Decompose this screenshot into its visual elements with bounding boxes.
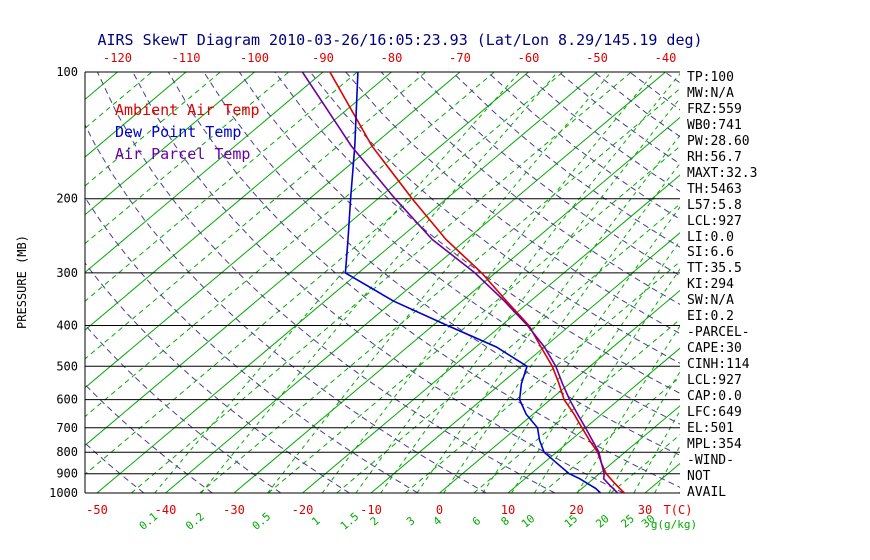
- stat-line: WB0:741: [687, 117, 742, 133]
- stat-line: PW:28.60: [687, 133, 750, 149]
- stat-line: -PARCEL-: [687, 325, 750, 341]
- dry-adiabats: [85, 72, 680, 493]
- stat-line: CAP:0.0: [687, 389, 742, 405]
- mixing-ratio-label: 20: [593, 512, 612, 530]
- temp-top-label: -40: [655, 51, 677, 65]
- stat-line: -WIND-: [687, 452, 734, 468]
- stat-line: LFC:649: [687, 405, 742, 421]
- stat-line: KI:294: [687, 277, 734, 293]
- mixing-ratio-label: 10: [519, 512, 538, 530]
- stat-line: MW:N/A: [687, 85, 734, 101]
- legend-ambient-air-temp: Ambient Air Temp: [115, 101, 260, 119]
- mixing-ratio-label: 25: [618, 512, 637, 530]
- temp-top-label: -50: [586, 51, 608, 65]
- stat-line: RH:56.7: [687, 149, 742, 165]
- pressure-tick-label: 900: [56, 467, 78, 481]
- mixing-ratio-label: 1.5: [338, 510, 362, 533]
- pressure-tick-label: 100: [56, 65, 78, 79]
- stat-line: CINH:114: [687, 357, 750, 373]
- pressure-tick-label: 500: [56, 359, 78, 373]
- temp-bottom-label: 30: [638, 503, 652, 517]
- chart-title: AIRS SkewT Diagram 2010-03-26/16:05:23.9…: [97, 31, 703, 49]
- stat-line: EL:501: [687, 420, 734, 436]
- mixing-ratio-label: 0.2: [183, 510, 207, 533]
- pressure-tick-label: 800: [56, 445, 78, 459]
- pressure-tick-label: 400: [56, 319, 78, 333]
- stat-line: MPL:354: [687, 436, 742, 452]
- temp-axis-unit: T(C): [664, 503, 693, 517]
- stat-line: EI:0.2: [687, 309, 734, 325]
- pressure-tick-label: 1000: [49, 486, 78, 500]
- temp-top-label: -110: [172, 51, 201, 65]
- temp-bottom-label: -20: [292, 503, 314, 517]
- air-parcel-temp-curve: [301, 72, 619, 493]
- legend-air-parcel-temp: Air Parcel Temp: [115, 145, 251, 163]
- stat-line: SI:6.6: [687, 245, 734, 261]
- stat-line: TH:5463: [687, 181, 742, 197]
- legend: Ambient Air Temp Dew Point Temp Air Parc…: [115, 99, 260, 165]
- stat-line: TT:35.5: [687, 261, 742, 277]
- mixing-axis-unit: g(g/kg): [651, 518, 697, 531]
- stat-line: LCL:927: [687, 373, 742, 389]
- temp-bottom-label: 20: [569, 503, 583, 517]
- temp-top-label: -120: [103, 51, 132, 65]
- temp-bottom-label: -30: [223, 503, 245, 517]
- stat-line: L57:5.8: [687, 197, 742, 213]
- stat-line: AVAIL: [687, 484, 727, 500]
- pressure-tick-label: 300: [56, 266, 78, 280]
- stat-line: NOT: [687, 468, 711, 484]
- temp-bottom-label: -50: [86, 503, 108, 517]
- stats-panel: TP:100 MW:N/A FRZ:559 WB0:741 PW:28.60 RH:56.…: [687, 70, 757, 501]
- ambient-air-temp-curve: [329, 72, 625, 493]
- temp-top-label: -100: [240, 51, 269, 65]
- mixing-ratio-label: 6: [470, 514, 483, 528]
- temp-bottom-label: -40: [155, 503, 177, 517]
- mixing-ratio-label: 1: [309, 514, 322, 528]
- pressure-axis-title: PRESSURE (MB): [15, 235, 29, 329]
- stat-line: LI:0.0: [687, 229, 734, 245]
- mixing-ratio-label: 0.5: [250, 510, 274, 533]
- stat-line: MAXT:32.3: [687, 165, 758, 181]
- mixing-ratio-lines: [154, 72, 680, 493]
- temp-bottom-label: -10: [360, 503, 382, 517]
- temp-top-label: -80: [381, 51, 403, 65]
- temp-top-label: -90: [312, 51, 334, 65]
- stat-line: FRZ:559: [687, 101, 742, 117]
- temp-bottom-label: 10: [501, 503, 515, 517]
- stat-line: LCL:927: [687, 213, 742, 229]
- legend-dew-point-temp: Dew Point Temp: [115, 123, 242, 141]
- axis-labels: 1002003004005006007008009001000PRESSURE …: [15, 51, 697, 533]
- pressure-gridlines: [84, 71, 680, 494]
- pressure-tick-label: 600: [56, 393, 78, 407]
- stat-line: CAPE:30: [687, 341, 742, 357]
- stat-line: TP:100: [687, 70, 734, 85]
- temp-top-label: -60: [518, 51, 540, 65]
- pressure-tick-label: 700: [56, 421, 78, 435]
- dew-point-temp-curve: [344, 72, 602, 493]
- mixing-ratio-label: 3: [404, 514, 417, 528]
- stat-line: SW:N/A: [687, 293, 734, 309]
- temp-top-label: -70: [449, 51, 471, 65]
- temp-bottom-label: 0: [436, 503, 443, 517]
- isotherms-solid: [85, 72, 680, 493]
- pressure-tick-label: 200: [56, 192, 78, 206]
